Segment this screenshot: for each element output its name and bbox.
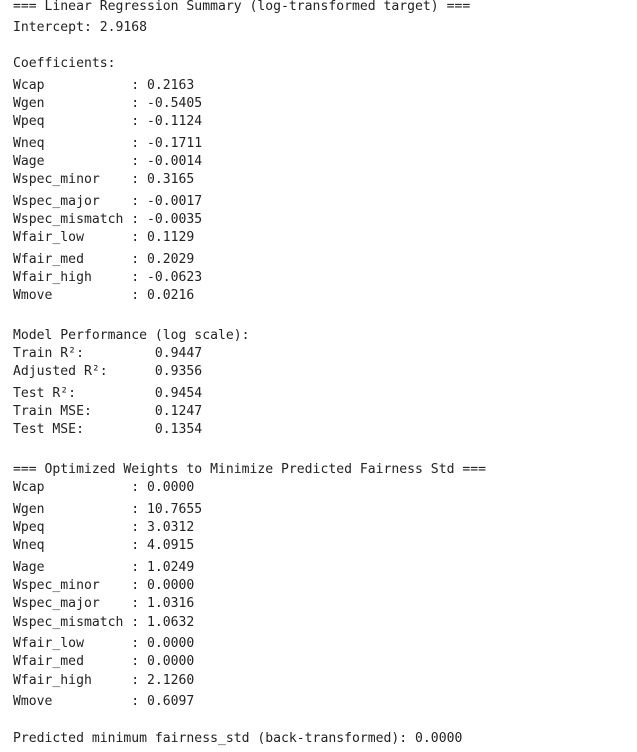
coef-wfair-low: Wfair_low : 0.1129 (13, 230, 195, 245)
regression-summary-header: === Linear Regression Summary (log-trans… (13, 0, 471, 14)
train-r2-line: Train R²: 0.9447 (13, 346, 203, 361)
intercept-line: Intercept: 2.9168 (13, 20, 148, 35)
opt-wspec-mismatch: Wspec_mismatch : 1.0632 (13, 615, 195, 630)
coef-wneq: Wneq : -0.1711 (13, 136, 203, 151)
coef-wpeq: Wpeq : -0.1124 (13, 114, 203, 129)
predicted-minimum-line: Predicted minimum fairness_std (back-tra… (13, 731, 463, 746)
opt-wspec-minor: Wspec_minor : 0.0000 (13, 578, 195, 593)
performance-header: Model Performance (log scale): (13, 328, 250, 343)
opt-wpeq: Wpeq : 3.0312 (13, 520, 195, 535)
adjusted-r2-line: Adjusted R²: 0.9356 (13, 364, 203, 379)
opt-wcap: Wcap : 0.0000 (13, 480, 195, 495)
coefficients-header: Coefficients: (13, 56, 116, 71)
coef-wcap: Wcap : 0.2163 (13, 78, 195, 93)
opt-wfair-low: Wfair_low : 0.0000 (13, 636, 195, 651)
coef-wspec-mismatch: Wspec_mismatch : -0.0035 (13, 212, 203, 227)
test-r2-line: Test R²: 0.9454 (13, 386, 203, 401)
opt-wfair-med: Wfair_med : 0.0000 (13, 654, 195, 669)
optimized-weights-header: === Optimized Weights to Minimize Predic… (13, 462, 486, 477)
coef-wspec-minor: Wspec_minor : 0.3165 (13, 172, 195, 187)
coef-wmove: Wmove : 0.0216 (13, 288, 195, 303)
opt-wfair-high: Wfair_high : 2.1260 (13, 673, 195, 688)
coef-wfair-high: Wfair_high : -0.0623 (13, 270, 203, 285)
train-mse-line: Train MSE: 0.1247 (13, 404, 203, 419)
test-mse-line: Test MSE: 0.1354 (13, 422, 203, 437)
coef-wgen: Wgen : -0.5405 (13, 96, 203, 111)
coef-wfair-med: Wfair_med : 0.2029 (13, 252, 195, 267)
opt-wspec-major: Wspec_major : 1.0316 (13, 596, 195, 611)
opt-wgen: Wgen : 10.7655 (13, 502, 203, 517)
opt-wneq: Wneq : 4.0915 (13, 538, 195, 553)
coef-wspec-major: Wspec_major : -0.0017 (13, 194, 203, 209)
opt-wmove: Wmove : 0.6097 (13, 694, 195, 709)
coef-wage: Wage : -0.0014 (13, 154, 203, 169)
opt-wage: Wage : 1.0249 (13, 560, 195, 575)
